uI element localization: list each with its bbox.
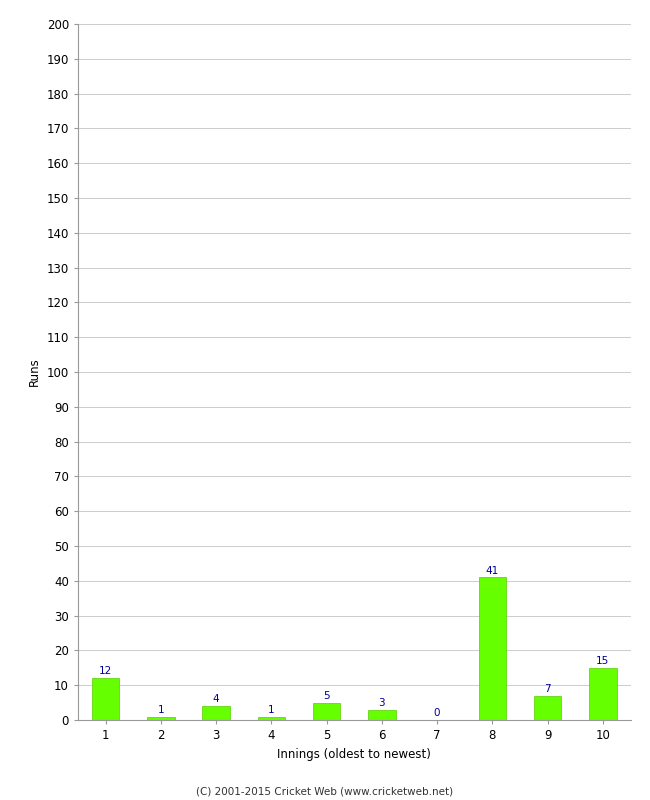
Bar (478, 578, 506, 720)
X-axis label: Innings (oldest to newest): Innings (oldest to newest) (278, 747, 431, 761)
Text: 5: 5 (323, 691, 330, 701)
Text: 12: 12 (99, 666, 112, 677)
Bar (147, 717, 175, 720)
Bar (257, 717, 285, 720)
Bar (534, 696, 562, 720)
Text: 15: 15 (596, 656, 610, 666)
Text: 1: 1 (157, 705, 164, 714)
Bar (313, 702, 341, 720)
Bar (368, 710, 396, 720)
Text: 4: 4 (213, 694, 220, 704)
Text: 1: 1 (268, 705, 275, 714)
Bar (589, 668, 617, 720)
Text: 41: 41 (486, 566, 499, 575)
Y-axis label: Runs: Runs (28, 358, 41, 386)
Text: 3: 3 (378, 698, 385, 708)
Text: 0: 0 (434, 708, 441, 718)
Bar (202, 706, 230, 720)
Text: (C) 2001-2015 Cricket Web (www.cricketweb.net): (C) 2001-2015 Cricket Web (www.cricketwe… (196, 786, 454, 796)
Text: 7: 7 (544, 684, 551, 694)
Bar (92, 678, 120, 720)
